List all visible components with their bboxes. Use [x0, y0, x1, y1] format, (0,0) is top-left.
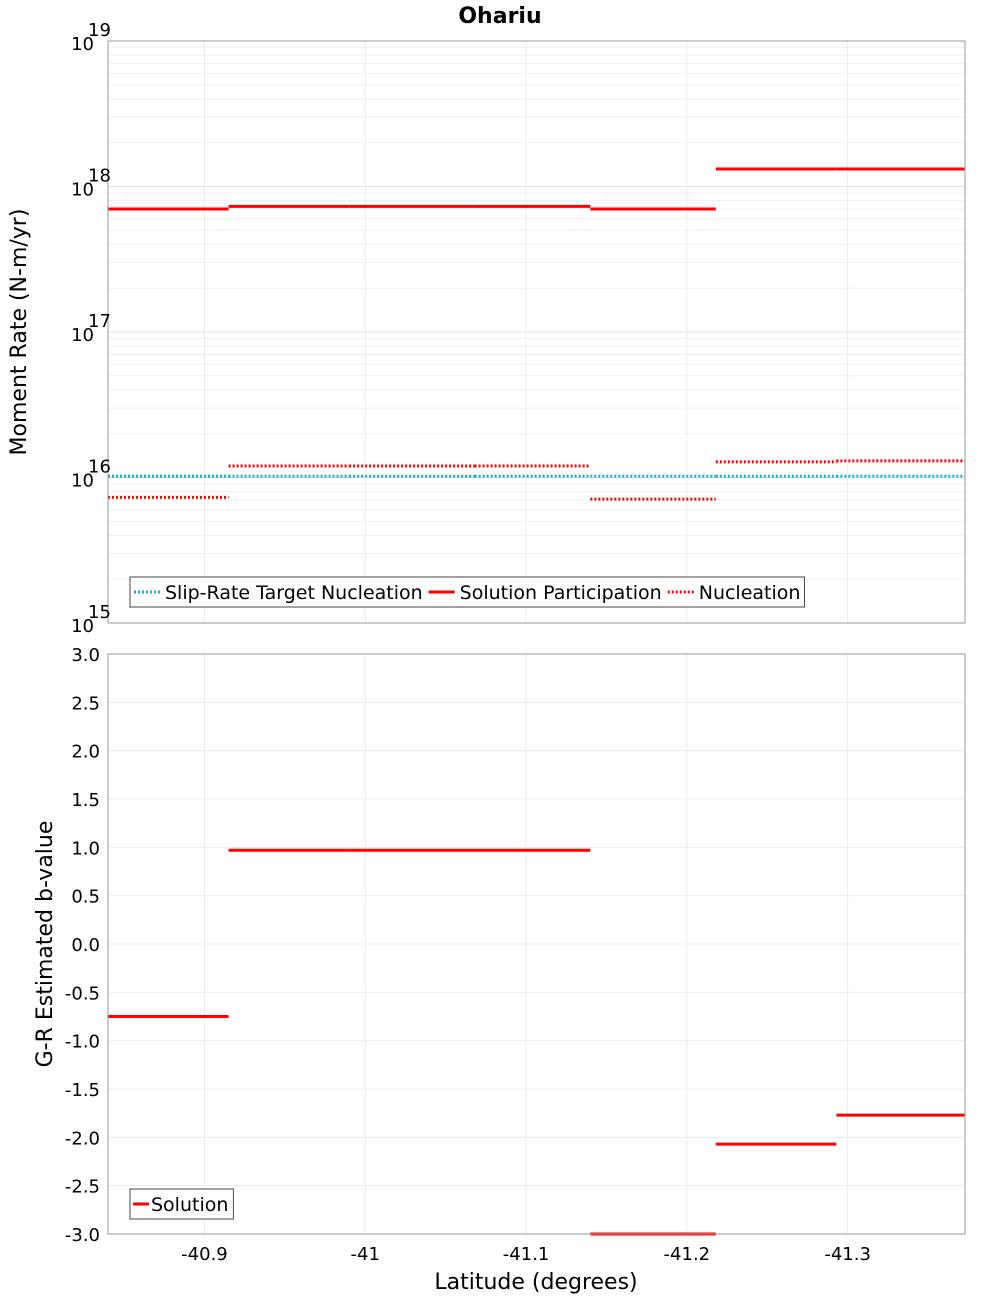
bottom-y-tick-label: -3.0 [65, 1225, 100, 1246]
tick-exponent: 16 [88, 457, 111, 478]
tick-exponent: 17 [88, 311, 111, 332]
bottom-y-tick-label: 1.0 [71, 838, 100, 859]
bottom-y-tick-label: -1.5 [65, 1080, 100, 1101]
x-axis-title: Latitude (degrees) [434, 1270, 637, 1295]
bottom-legend: Solution [129, 1188, 234, 1220]
tick-base: 10 [71, 180, 94, 201]
bottom-y-tick-label: 2.0 [71, 742, 100, 763]
bottom-y-ticks: 3.0 2.5 2.0 1.5 1.0 0.5 0.0 -0.5 -1.0 -1.5 -2.0 -2.… [65, 645, 100, 1246]
tick-base: 10 [71, 325, 94, 346]
tick-exponent: 15 [88, 602, 111, 623]
x-tick-label: -41.2 [664, 1244, 711, 1265]
bottom-y-tick-label: 0.5 [71, 887, 100, 908]
x-tick-label: -41.1 [503, 1244, 550, 1265]
bottom-y-axis-title: G-R Estimated b-value [33, 821, 58, 1068]
bottom-y-tick-label: 3.0 [71, 645, 100, 666]
x-tick-label: -40.9 [181, 1244, 228, 1265]
series-nucleation [108, 459, 965, 501]
x-tick-label: -41 [351, 1244, 380, 1265]
bottom-y-tick-label: -2.5 [65, 1177, 100, 1198]
x-tick-label: -41.3 [824, 1244, 871, 1265]
bottom-y-tick-label: 2.5 [71, 693, 100, 714]
series-solution-participation [108, 167, 965, 211]
tick-exponent: 18 [88, 166, 111, 187]
tick-base: 10 [71, 34, 94, 55]
top-legend: Slip-Rate Target Nucleation Solution Part… [129, 576, 805, 608]
bottom-y-tick-label: 1.5 [71, 790, 100, 811]
bottom-y-tick-label: -1.0 [65, 1032, 100, 1053]
tick-exponent: 19 [88, 20, 111, 41]
bottom-y-tick-label: -0.5 [65, 983, 100, 1004]
b-value-panel: 3.0 2.5 2.0 1.5 1.0 0.5 0.0 -0.5 -1.0 -1.5 -2.0 -2.… [33, 645, 966, 1295]
bottom-plot-border [107, 653, 966, 1235]
tick-base: 10 [71, 616, 94, 637]
tick-base: 10 [71, 471, 94, 492]
top-y-axis-title: Moment Rate (N-m/yr) [7, 209, 32, 456]
legend-label-nucleation: Nucleation [699, 582, 801, 604]
bottom-y-tick-label: 0.0 [71, 935, 100, 956]
top-series-group [108, 167, 965, 501]
legend-label-solution: Solution [151, 1194, 228, 1216]
top-plot-border [107, 40, 966, 624]
chart-title: Ohariu [458, 4, 541, 29]
bottom-x-ticks: -40.9 -41 -41.1 -41.2 -41.3 [181, 1244, 871, 1265]
bottom-y-tick-label: -2.0 [65, 1128, 100, 1149]
legend-label-slip-rate-target-nucleation: Slip-Rate Target Nucleation [165, 582, 423, 604]
legend-label-solution-participation: Solution Participation [460, 582, 662, 604]
